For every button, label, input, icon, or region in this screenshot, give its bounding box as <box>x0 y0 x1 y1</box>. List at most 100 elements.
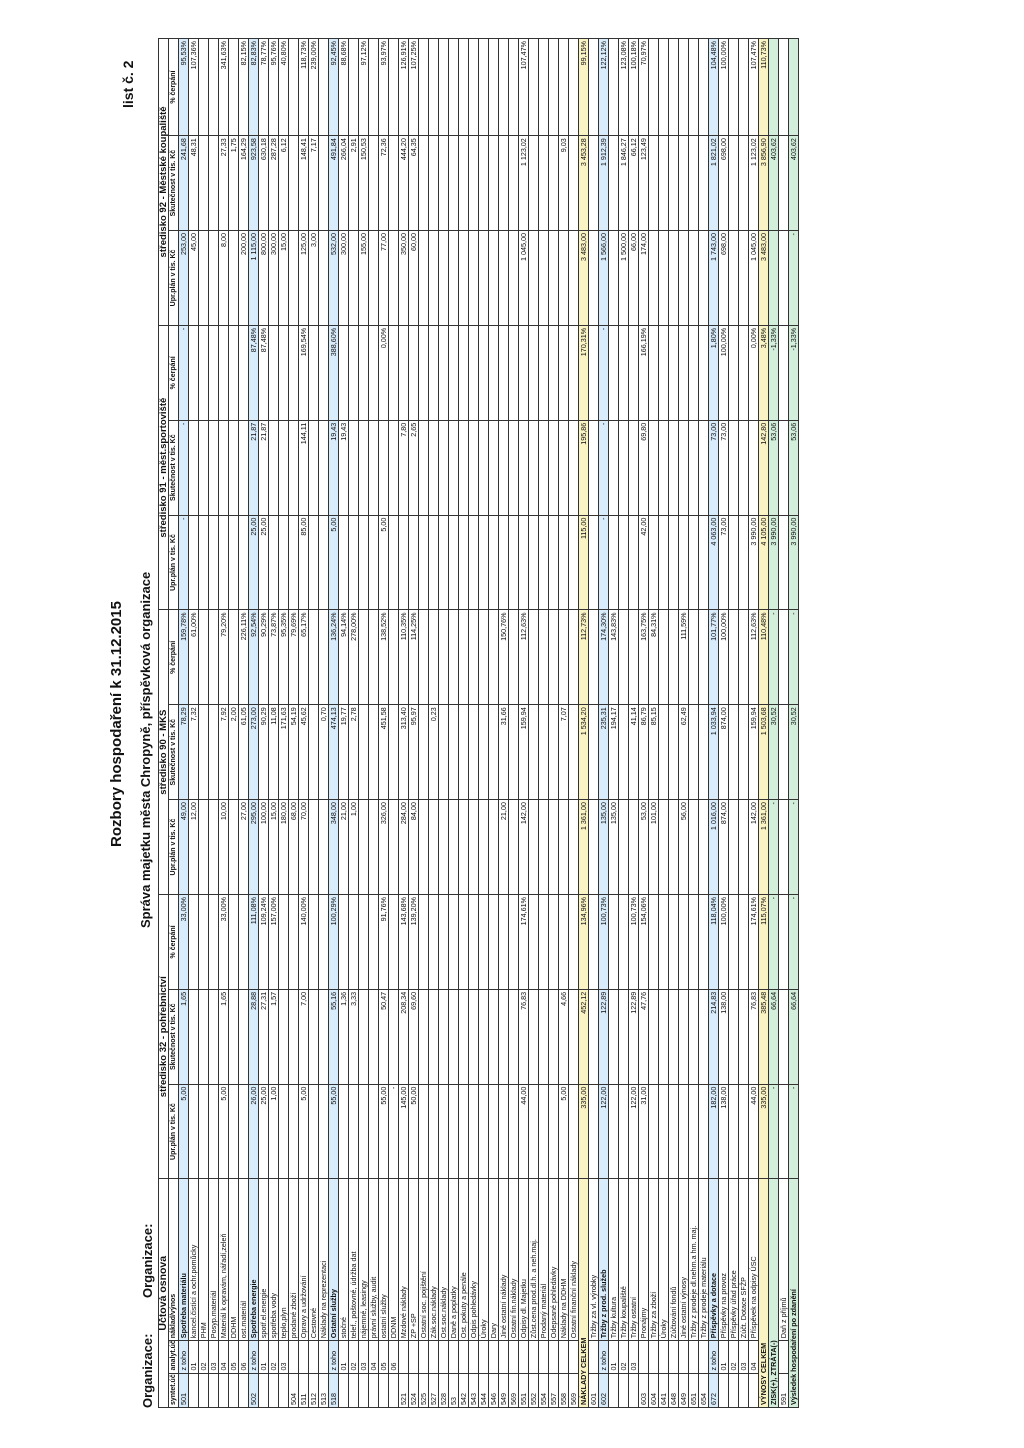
cell-analytic: 03 <box>208 1340 219 1374</box>
cell-value: 226,11% <box>238 609 249 705</box>
cell-value: 135,00 <box>608 799 619 895</box>
table-row: 01 Tržby kultura 135,00 194,17 143,83% <box>608 38 619 1408</box>
cell-value <box>668 609 679 705</box>
cell-value: 139,20% <box>408 894 419 990</box>
cell-value: 78,77% <box>258 38 269 136</box>
cell-value: 101,00 <box>648 799 659 895</box>
cell-value: 1,00 <box>348 799 359 895</box>
cell-value: 21,00 <box>498 799 509 895</box>
cell-value: 55,00 <box>328 1084 339 1179</box>
cell-value <box>668 38 679 136</box>
cell-analytic: 03 <box>278 1340 289 1374</box>
result-value: -1,33% <box>788 325 799 421</box>
total-value: 1 361,00 <box>578 799 589 895</box>
total-value: 335,00 <box>758 1084 769 1179</box>
cell-value: 44,00 <box>748 1084 759 1179</box>
cell-value <box>468 894 479 990</box>
cell-analytic: 01 <box>608 1340 619 1374</box>
total-value: 1 361,00 <box>758 799 769 895</box>
table-row: 02 telef., poštovné, údržba dat 3,33 1,00 2,… <box>348 38 359 1408</box>
cell-value: 19,43 <box>328 420 339 516</box>
cell-value <box>478 325 489 421</box>
cell-value <box>548 515 559 610</box>
cell-syntetic <box>388 1373 399 1408</box>
cell-name: Příspěvky a dotace <box>708 1179 719 1341</box>
table-row: 03 teplo,plyn 180,00 171,63 95,35% 15,00 6,12 4… <box>278 38 289 1408</box>
cell-value: 92,54% <box>248 609 259 705</box>
cell-value: 2,78 <box>348 704 359 800</box>
cell-name: DDNM <box>388 1179 399 1341</box>
cell-value: 1 045,00 <box>518 230 529 326</box>
cell-value <box>238 1084 249 1179</box>
cell-value <box>198 894 209 990</box>
cell-value: 111,08% <box>248 894 259 990</box>
cell-value: 350,00 <box>398 230 409 326</box>
cell-value: 68,00 <box>288 799 299 895</box>
cell-value <box>198 420 209 516</box>
cell-value <box>548 230 559 326</box>
total-value: -1,33% <box>768 325 779 421</box>
cell-value <box>588 325 599 421</box>
cell-value: 90,29 <box>258 704 269 800</box>
cell-value: 12,00 <box>188 799 199 895</box>
cell-value: 0,23 <box>428 704 439 800</box>
cell-value <box>458 704 469 800</box>
cell-value: 28,88 <box>248 989 259 1085</box>
cell-value <box>548 1084 559 1179</box>
cell-value: 21,87 <box>248 420 259 516</box>
cell-value <box>698 135 709 231</box>
cell-value <box>778 230 789 326</box>
cell-name: ost.materiál <box>238 1179 249 1341</box>
cell-value <box>198 989 209 1085</box>
sheet-number: list č. 2 <box>120 60 136 108</box>
table-row: 672 z toho Příspěvky a dotace 182,00 214,83 1… <box>708 38 719 1408</box>
cell-value <box>368 230 379 326</box>
cell-value <box>648 515 659 610</box>
cell-value: 91,76% <box>378 894 389 990</box>
cell-value <box>668 989 679 1085</box>
cell-value <box>278 420 289 516</box>
cell-value <box>418 420 429 516</box>
table-row: 649 Jiné ostatní výnosy 56,00 62,49 111,59% <box>678 38 689 1408</box>
table-row: 02 Příspěvky úřad práce <box>728 38 739 1408</box>
cell-value <box>488 38 499 136</box>
cell-value: 79,20% <box>218 609 229 705</box>
cell-value: 41,14 <box>628 704 639 800</box>
cell-value <box>608 135 619 231</box>
cell-syntetic: 648 <box>668 1373 679 1408</box>
cell-value <box>438 989 449 1085</box>
total-row: VÝNOSY CELKEM 335,00 385,48 115,07% 1 361,00… <box>758 38 769 1408</box>
cell-syntetic <box>208 1373 219 1408</box>
table-row: 651 Tržby z prodeje dl.nehm.a hm. maj. <box>688 38 699 1408</box>
total-value: 385,48 <box>758 989 769 1085</box>
cell-value: 5,00 <box>178 1084 189 1179</box>
cell-value: 287,28 <box>268 135 279 231</box>
cell-value <box>538 38 549 136</box>
cell-analytic <box>698 1340 709 1374</box>
table-row: 603 Pronájmy 31,00 47,76 154,06% 53,00 86,79 16… <box>638 38 649 1408</box>
cell-value <box>618 989 629 1085</box>
cell-value: 82,83% <box>248 38 259 136</box>
cell-value: 163,75% <box>638 609 649 705</box>
cell-value: 86,79 <box>638 704 649 800</box>
cell-value: 47,76 <box>638 989 649 1085</box>
cell-value <box>648 325 659 421</box>
cell-name: Tržby z prodeje materiálu <box>698 1179 709 1341</box>
cell-value <box>738 135 749 231</box>
subheader-actual: Skutečnost v tis. Kč <box>168 420 179 516</box>
cell-value <box>458 1084 469 1179</box>
cell-value <box>618 704 629 800</box>
cell-value <box>568 799 579 895</box>
cell-name: Spotřeba energie <box>248 1179 259 1341</box>
cell-value: 174,30% <box>598 609 609 705</box>
total-value: 403,62 <box>768 135 779 231</box>
cell-value <box>588 799 599 895</box>
cell-value: 90,29% <box>258 609 269 705</box>
cell-syntetic: 554 <box>538 1373 549 1408</box>
cell-value <box>228 894 239 990</box>
cell-value <box>508 894 519 990</box>
cell-value: 45,62 <box>298 704 309 800</box>
cell-value: 56,00 <box>678 799 689 895</box>
cell-value <box>438 135 449 231</box>
cell-value <box>208 609 219 705</box>
